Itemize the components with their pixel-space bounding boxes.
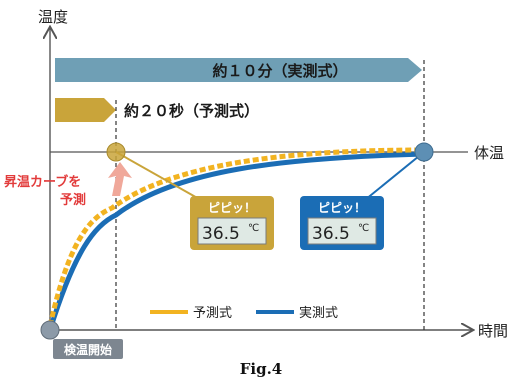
actual-thermometer: ピピッ！ 36.5 ℃ bbox=[300, 196, 384, 250]
actual-beep: ピピッ！ bbox=[318, 201, 366, 215]
actual-reading: 36.5 bbox=[312, 224, 350, 244]
start-label: 検温開始 bbox=[64, 342, 112, 357]
actual-duration-bar bbox=[55, 58, 422, 82]
actual-duration-label: 約１０分（実測式） bbox=[212, 62, 347, 80]
legend-actual-label: 実測式 bbox=[299, 305, 338, 321]
actual-curve bbox=[47, 151, 425, 331]
figure-caption: Fig.4 bbox=[239, 360, 283, 378]
actual-unit: ℃ bbox=[358, 223, 369, 234]
x-axis-label: 時間 bbox=[478, 322, 508, 340]
predictive-connector bbox=[115, 151, 209, 205]
predictive-reading: 36.5 bbox=[202, 224, 240, 244]
predict-arrow bbox=[108, 162, 132, 196]
predictive-thermometer: ピピッ！ 36.5 ℃ bbox=[190, 196, 274, 250]
start-label-box bbox=[53, 339, 123, 359]
start-point bbox=[40, 320, 60, 340]
y-axis-label: 温度 bbox=[38, 8, 68, 26]
predictive-unit: ℃ bbox=[248, 223, 259, 234]
actual-point bbox=[414, 142, 434, 162]
callout-line1: 昇温カーブを bbox=[4, 174, 81, 190]
body-temp-label: 体温 bbox=[474, 144, 504, 162]
actual-connector bbox=[359, 151, 425, 205]
predictive-beep: ピピッ！ bbox=[208, 201, 256, 215]
callout-line2: 予測 bbox=[60, 192, 86, 208]
predictive-curve bbox=[47, 147, 425, 327]
predictive-point bbox=[106, 142, 126, 162]
legend-predictive-label: 予測式 bbox=[193, 306, 232, 321]
predictive-duration-label: 約２０秒（予測式） bbox=[124, 102, 259, 120]
predictive-duration-bar bbox=[55, 98, 116, 122]
